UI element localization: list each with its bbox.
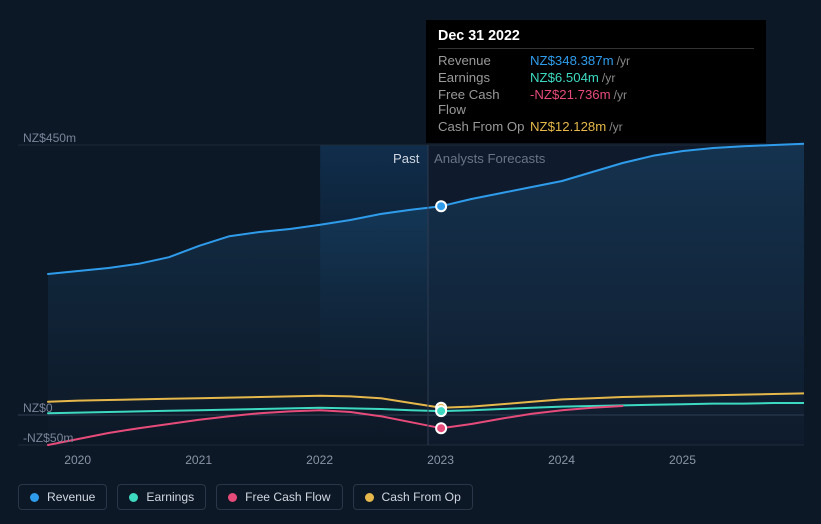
x-axis-label: 2025 <box>669 453 696 467</box>
tooltip-metric-value: NZ$6.504m <box>530 70 599 85</box>
x-axis-label: 2021 <box>185 453 212 467</box>
legend-item[interactable]: Cash From Op <box>353 484 473 510</box>
x-axis-label: 2023 <box>427 453 454 467</box>
legend-label: Free Cash Flow <box>245 490 330 504</box>
past-section-label: Past <box>393 151 419 166</box>
x-axis-label: 2022 <box>306 453 333 467</box>
legend: Revenue Earnings Free Cash Flow Cash From O… <box>18 484 473 510</box>
tooltip-metric-label: Earnings <box>438 70 530 85</box>
tooltip-metric-value: -NZ$21.736m <box>530 87 611 102</box>
tooltip-row: Free Cash Flow-NZ$21.736m/yr <box>438 86 754 118</box>
y-axis-label: NZ$450m <box>23 131 76 145</box>
x-axis-label: 2020 <box>64 453 91 467</box>
tooltip-metric-unit: /yr <box>614 88 627 102</box>
tooltip-metric-value: NZ$348.387m <box>530 53 614 68</box>
legend-label: Cash From Op <box>382 490 461 504</box>
tooltip-metric-value: NZ$12.128m <box>530 119 606 134</box>
legend-dot-icon <box>365 493 374 502</box>
tooltip-row: RevenueNZ$348.387m/yr <box>438 52 754 69</box>
x-axis-label: 2024 <box>548 453 575 467</box>
tooltip-metric-unit: /yr <box>617 54 630 68</box>
legend-label: Earnings <box>146 490 194 504</box>
legend-item[interactable]: Free Cash Flow <box>216 484 342 510</box>
tooltip-row: EarningsNZ$6.504m/yr <box>438 69 754 86</box>
tooltip-date: Dec 31 2022 <box>438 28 754 49</box>
tooltip-metric-unit: /yr <box>602 71 615 85</box>
tooltip-row: Cash From OpNZ$12.128m/yr <box>438 118 754 135</box>
y-axis-label: -NZ$50m <box>23 431 73 445</box>
legend-item[interactable]: Revenue <box>18 484 107 510</box>
legend-dot-icon <box>129 493 138 502</box>
tooltip-metric-unit: /yr <box>609 120 622 134</box>
legend-item[interactable]: Earnings <box>117 484 206 510</box>
tooltip-metric-label: Free Cash Flow <box>438 87 530 117</box>
legend-dot-icon <box>228 493 237 502</box>
tooltip: Dec 31 2022 RevenueNZ$348.387m/yrEarning… <box>426 20 766 143</box>
legend-label: Revenue <box>47 490 95 504</box>
legend-dot-icon <box>30 493 39 502</box>
tooltip-metric-label: Cash From Op <box>438 119 530 134</box>
y-axis-label: NZ$0 <box>23 401 53 415</box>
tooltip-metric-label: Revenue <box>438 53 530 68</box>
forecast-section-label: Analysts Forecasts <box>434 151 545 166</box>
